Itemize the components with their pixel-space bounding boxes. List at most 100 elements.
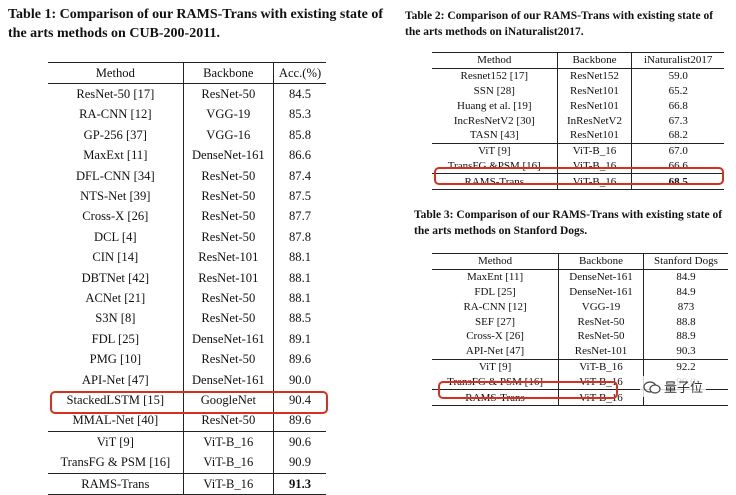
table-row: API-Net [47] DenseNet-161 90.0 [48,369,326,391]
table-row: DBTNet [42] ResNet-101 88.1 [48,267,326,289]
backbone-cell: DenseNet-161 [558,284,644,300]
accuracy-cell: 84.5 [288,87,312,102]
accuracy-cell: 86.6 [288,148,312,163]
accuracy-cell: 66.8 [668,99,688,112]
accuracy-cell: 89.6 [288,352,312,367]
table-row: DFL-CNN [34] ResNet-50 87.4 [48,165,326,187]
table-row: ResNet-50 [17] ResNet-50 84.5 [48,83,326,105]
accuracy-cell: 67.3 [668,114,688,127]
table2-caption: Table 2: Comparison of our RAMS-Trans wi… [405,10,714,38]
table3-stanford-dogs: Method Backbone Stanford Dogs MaxEnt [11] D… [432,253,728,406]
backbone-cell: ResNet-50 [183,83,275,105]
backbone-cell: GoogleNet [183,390,275,411]
table-row: PMG [10] ResNet-50 89.6 [48,349,326,370]
table-row: ViT [9] ViT-B_16 90.6 [48,431,326,453]
backbone-cell: ViT-B_16 [558,358,644,375]
table3-caption: Table 3: Comparison of our RAMS-Trans wi… [414,209,723,237]
backbone-cell: ViT-B_16 [183,472,275,495]
method-cell: Resnet152 [17] [432,68,558,84]
backbone-cell: DenseNet-161 [183,145,275,166]
method-cell: API-Net [47] [432,343,560,360]
method-cell: FDL [25] [48,329,184,350]
table-row: FDL [25] DenseNet-161 84.9 [432,284,728,300]
accuracy-cell: 89.1 [288,331,312,346]
watermark: 量子位 [640,376,707,397]
backbone-cell: DenseNet-161 [183,369,275,391]
column-header: Stanford Dogs [643,253,728,270]
method-cell: MaxExt [11] [48,145,184,166]
column-header: Acc.(%) [273,62,326,85]
table1-cub: Method Backbone Acc.(%) ResNet-50 [17] ResN… [48,62,326,495]
method-cell: MaxEnt [11] [432,269,560,285]
accuracy-cell: 85.8 [288,127,312,142]
backbone-cell: ResNet-101 [183,247,275,268]
accuracy-cell: 88.5 [288,311,312,326]
column-header: Backbone [557,52,633,69]
method-cell: RAMS-Trans [48,472,184,495]
accuracy-cell: 90.3 [676,345,696,358]
table-row: API-Net [47] ResNet-101 90.3 [432,343,728,360]
accuracy-cell: 873 [677,300,695,313]
backbone-cell: ResNet-50 [183,206,275,228]
method-cell: Cross-X [26] [48,206,184,228]
method-cell: SSN [28] [432,83,558,99]
table-row: ViT [9] ViT-B_16 67.0 [432,142,724,159]
backbone-cell: ViT-B_16 [183,452,275,474]
method-cell: API-Net [47] [48,369,184,391]
table-row: ACNet [21] ResNet-50 88.1 [48,288,326,309]
accuracy-cell: 88.8 [676,315,696,328]
backbone-cell: VGG-19 [558,299,644,315]
method-cell: StackedLSTM [15] [48,390,184,411]
backbone-cell: ViT-B_16 [183,431,275,453]
table-row: Cross-X [26] ResNet-50 88.9 [432,328,728,344]
column-header: Backbone [183,62,275,85]
method-cell: ViT [9] [48,431,184,453]
table-row: SEF [27] ResNet-50 88.8 [432,314,728,329]
backbone-cell: VGG-19 [183,104,275,126]
method-cell: FDL [25] [432,284,560,300]
table-header-row: Method Backbone Stanford Dogs [432,253,728,270]
accuracy-cell: 87.4 [288,168,312,183]
accuracy-cell: 90.9 [288,455,312,470]
table-row: Resnet152 [17] ResNet152 59.0 [432,68,724,84]
method-cell: ACNet [21] [48,288,184,309]
backbone-cell: VGG-16 [183,125,275,146]
backbone-cell: ResNet-50 [558,328,644,344]
column-header: Backbone [558,253,644,270]
table-row: StackedLSTM [15] GoogleNet 90.4 [48,390,326,411]
column-header: Method [48,62,184,85]
table-row: CIN [14] ResNet-101 88.1 [48,247,326,268]
table1-caption: Table 1: Comparison of our RAMS-Trans wi… [8,7,384,41]
accuracy-cell: 88.9 [676,330,696,343]
backbone-cell: ResNet152 [557,68,633,84]
backbone-cell: ResNet101 [557,127,633,144]
method-cell: RA-CNN [12] [432,299,560,315]
column-header: Method [432,253,560,270]
table-row: S3N [8] ResNet-50 88.5 [48,308,326,330]
backbone-cell: ResNet-50 [183,165,275,187]
method-cell: PMG [10] [48,349,184,370]
backbone-cell: DenseNet-161 [183,329,275,350]
backbone-cell: ResNet-50 [183,349,275,370]
table-row: MaxExt [11] DenseNet-161 86.6 [48,145,326,166]
table-header-row: Method Backbone Acc.(%) [48,62,326,85]
accuracy-cell: 84.9 [676,271,696,284]
method-cell: ViT [9] [432,142,558,159]
accuracy-cell: 91.3 [273,472,326,495]
backbone-cell: InResNetV2 [557,113,633,128]
table-row: RA-CNN [12] VGG-19 873 [432,299,728,315]
table-row: TASN [43] ResNet101 68.2 [432,127,724,144]
highlight-box-table2 [434,167,724,185]
method-cell: SEF [27] [432,314,560,329]
watermark-text: 量子位 [664,381,704,396]
backbone-cell: ResNet-50 [183,186,275,207]
table-row: RAMS-Trans ViT-B_16 91.3 [48,472,326,495]
accuracy-cell: 88.1 [288,290,312,305]
table-row: DCL [4] ResNet-50 87.8 [48,227,326,248]
accuracy-cell: 67.0 [631,142,724,159]
method-cell: IncResNetV2 [30] [432,113,558,128]
table2-inaturalist: Method Backbone iNaturalist2017 Resnet152 … [432,52,724,191]
table-row: NTS-Net [39] ResNet-50 87.5 [48,186,326,207]
accuracy-cell: 87.7 [288,209,312,224]
method-cell: DCL [4] [48,227,184,248]
